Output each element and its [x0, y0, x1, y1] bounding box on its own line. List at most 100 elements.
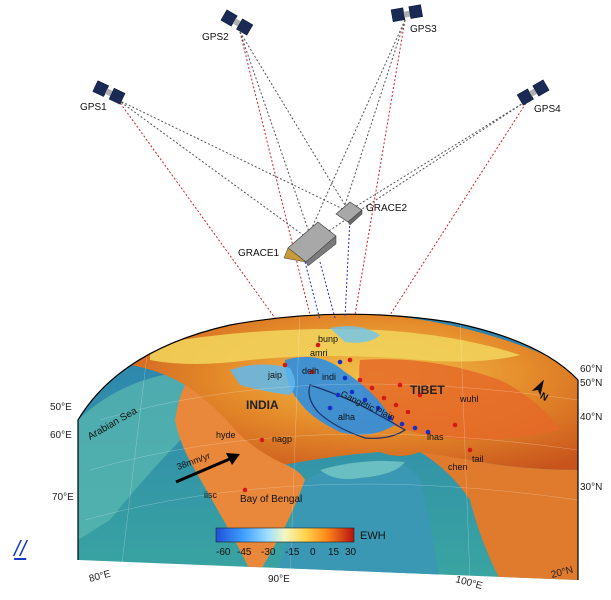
grace1-label: GRACE1 — [238, 248, 280, 259]
satellite-body-icon — [403, 10, 411, 18]
station-dot — [309, 369, 315, 375]
station-label-lhas: lhas — [427, 432, 444, 442]
station-label-indi: indi — [322, 372, 336, 382]
station-label-nagp: nagp — [272, 434, 292, 444]
gps2-satellite — [220, 9, 254, 36]
signal-lines — [117, 19, 529, 321]
signal-gps4-grace2 — [349, 99, 529, 211]
signal-gps1-grace1 — [117, 99, 311, 241]
station-labels: bunp amri jaip delh indi alha hyde nagp … — [204, 334, 484, 500]
station-dot — [369, 385, 375, 391]
grace2-satellite — [335, 201, 363, 226]
bay-of-bengal-water — [275, 460, 440, 580]
bengal-shelf — [320, 461, 405, 479]
grace1-satellite — [283, 221, 337, 267]
signal-gps1-grace2 — [117, 99, 346, 211]
gangetic-plain-outline — [308, 384, 407, 439]
signal-gps1-ground — [117, 99, 276, 319]
station-dot — [467, 447, 473, 453]
colorbar-tick: 30 — [345, 547, 357, 558]
gps3-satellite — [390, 4, 423, 22]
solar-panel-icon — [108, 87, 126, 105]
grace-top-icon — [335, 201, 363, 223]
gps-stations — [242, 342, 473, 493]
signal-grace1-ground-b — [319, 261, 336, 319]
colorbar-tick: 15 — [328, 547, 340, 558]
gps4-satellite — [516, 79, 550, 106]
station-label-iisc: iisc — [204, 490, 217, 500]
station-dot — [259, 437, 265, 443]
gps1-label: GPS1 — [80, 102, 107, 113]
solar-panel-icon — [390, 7, 406, 22]
gps3-label: GPS3 — [410, 24, 437, 35]
station-label-alha: alha — [338, 412, 355, 422]
station-dot — [412, 425, 418, 431]
lat-label-60n: 60°N — [580, 364, 602, 375]
signal-grace1-ground-a — [304, 261, 321, 321]
station-label-chen: chen — [448, 462, 468, 472]
grace2-label: GRACE2 — [366, 203, 408, 214]
station-dot — [425, 429, 431, 435]
station-dot — [335, 392, 341, 398]
grace-side-icon — [283, 247, 307, 263]
station-dot — [417, 392, 423, 398]
signal-gps3-grace2 — [344, 19, 406, 206]
lat-label-30n: 30°N — [580, 482, 602, 493]
solar-panel-icon — [408, 4, 423, 19]
solar-panel-icon — [516, 88, 534, 106]
region-tibet: TIBET — [410, 383, 445, 397]
north-label: N — [538, 391, 550, 404]
region-bay-of-bengal: Bay of Bengal — [240, 494, 302, 505]
station-dot — [362, 397, 368, 403]
lat-label-50n: 50°N — [580, 378, 602, 389]
globe-border — [77, 313, 579, 580]
colorbar-tick: -60 — [216, 547, 231, 558]
signal-gps2-ground — [239, 31, 311, 316]
sri-lanka — [255, 575, 269, 580]
colorbar-tick: -30 — [261, 547, 276, 558]
southeast-asia — [420, 452, 578, 580]
solar-panel-icon — [236, 18, 254, 36]
northern-belt — [150, 329, 520, 364]
ewh-anomaly-west — [230, 364, 295, 395]
station-label-amri: amri — [310, 348, 328, 358]
signal-gps2-grace2 — [239, 31, 346, 206]
station-dot — [337, 359, 343, 365]
station-dot — [387, 415, 393, 421]
solar-panel-icon — [220, 9, 238, 27]
station-dot — [405, 409, 411, 415]
station-dot — [399, 421, 405, 427]
station-dot — [397, 382, 403, 388]
arrow-shaft — [175, 456, 233, 484]
north-arrow-icon — [531, 379, 544, 396]
signal-gps3-grace1 — [309, 19, 406, 233]
station-label-delh: delh — [302, 366, 319, 376]
station-dot — [347, 357, 353, 363]
station-label-hyde: hyde — [216, 430, 236, 440]
station-label-tail: tail — [472, 454, 484, 464]
signal-gps2-grace1 — [239, 31, 311, 236]
station-dot — [342, 375, 348, 381]
station-dot — [282, 362, 288, 368]
gps2-label: GPS2 — [202, 32, 229, 43]
signal-gps4-ground — [389, 99, 529, 316]
ewh-colorbar: EWH -60 -45 -30 -15 0 15 30 — [215, 527, 386, 558]
arabian-sea-shelf — [78, 372, 200, 540]
colorbar-tick: -15 — [285, 547, 300, 558]
station-dot — [315, 342, 321, 348]
signal-grace2-ground — [344, 217, 351, 319]
colorbar-ticks: -60 -45 -30 -15 0 15 30 — [216, 547, 357, 558]
station-label-jaip: jaip — [267, 370, 282, 380]
station-dot — [327, 405, 333, 411]
tibet-plateau — [359, 359, 560, 440]
colorbar-gradient — [215, 527, 355, 543]
gps1-satellite — [92, 80, 126, 105]
lon-label-70e: 70°E — [52, 492, 74, 503]
signal-gps3-ground — [354, 19, 406, 316]
colorbar-title: EWH — [360, 530, 386, 542]
station-dot — [242, 487, 248, 493]
corner-link[interactable]: // — [14, 536, 27, 561]
ewh-anomaly-north — [330, 326, 380, 343]
latitude-labels: 60°N 50°N 40°N 30°N — [580, 364, 602, 493]
